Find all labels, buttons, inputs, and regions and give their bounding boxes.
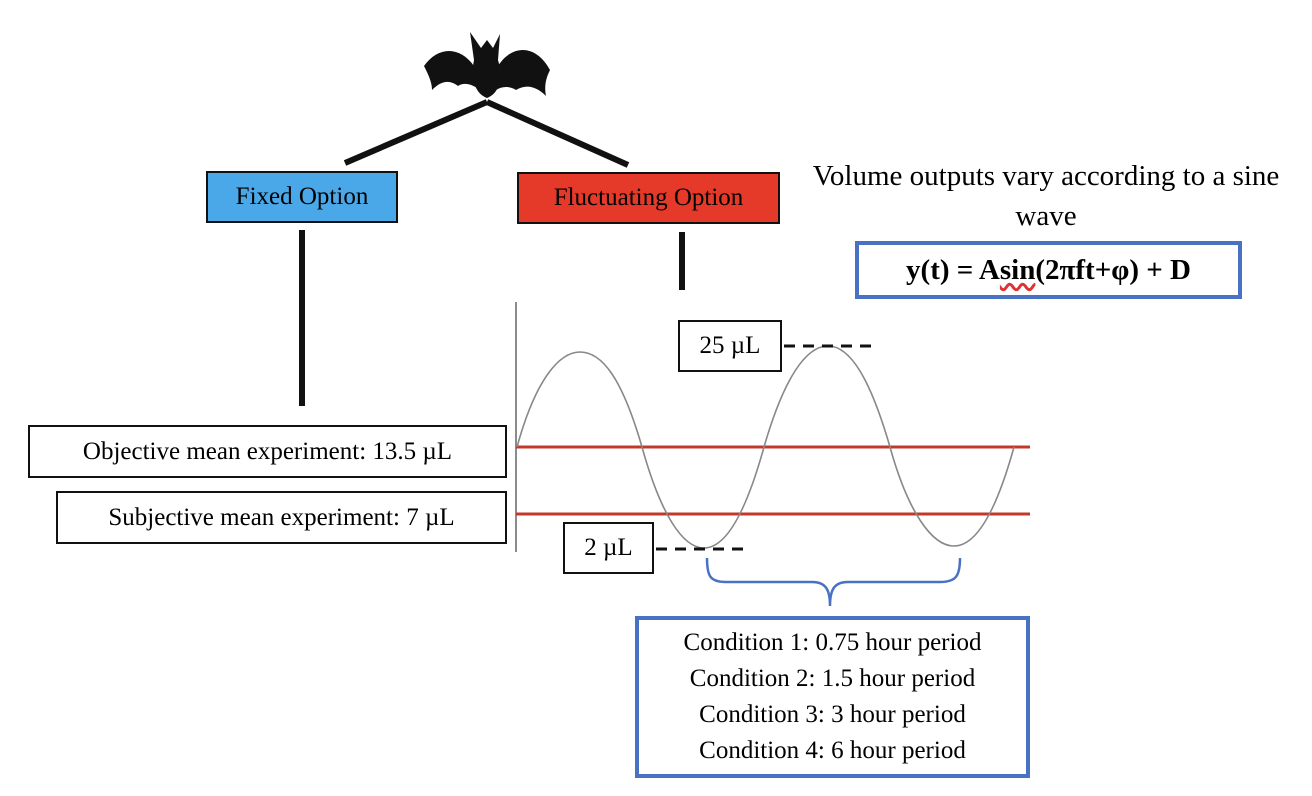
formula-prefix: y(t) = A bbox=[906, 254, 1000, 287]
period-brace bbox=[707, 558, 960, 606]
sine-description: Volume outputs vary according to a sine … bbox=[800, 156, 1292, 236]
fluctuating-option-box: Fluctuating Option bbox=[517, 172, 780, 224]
branch-left bbox=[345, 102, 487, 163]
conditions-box: Condition 1: 0.75 hour period Condition … bbox=[635, 616, 1030, 778]
formula-suffix: (2πft+φ) + D bbox=[1035, 254, 1191, 287]
condition-item: Condition 1: 0.75 hour period bbox=[684, 625, 982, 661]
branch-right bbox=[487, 102, 628, 165]
trough-volume-label: 2 µL bbox=[563, 522, 654, 574]
condition-item: Condition 4: 6 hour period bbox=[699, 733, 966, 769]
subjective-mean-label: Subjective mean experiment: 7 µL bbox=[56, 491, 507, 544]
condition-item: Condition 2: 1.5 hour period bbox=[690, 661, 975, 697]
formula-sin: sin bbox=[1000, 254, 1035, 287]
objective-mean-label: Objective mean experiment: 13.5 µL bbox=[28, 425, 507, 478]
bat-icon bbox=[424, 32, 550, 98]
peak-volume-label: 25 µL bbox=[678, 320, 782, 372]
fixed-option-box: Fixed Option bbox=[206, 171, 398, 223]
condition-item: Condition 3: 3 hour period bbox=[699, 697, 966, 733]
